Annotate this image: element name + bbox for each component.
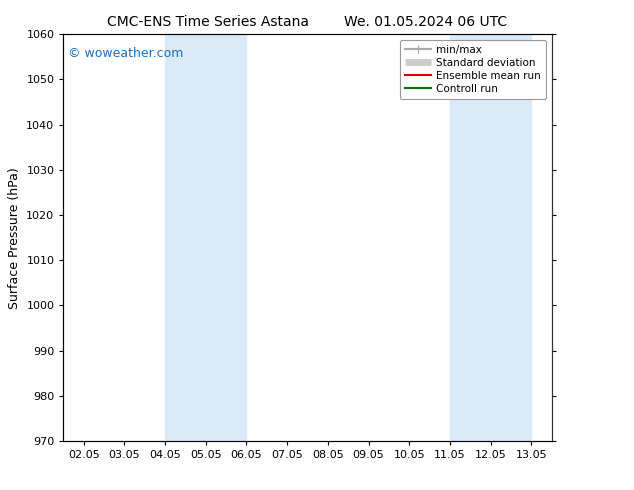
Bar (450, 34, 531, 441)
Y-axis label: Surface Pressure (hPa): Surface Pressure (hPa) (8, 167, 21, 309)
Text: © woweather.com: © woweather.com (68, 47, 184, 59)
Title: CMC-ENS Time Series Astana        We. 01.05.2024 06 UTC: CMC-ENS Time Series Astana We. 01.05.202… (107, 15, 508, 29)
Legend: min/max, Standard deviation, Ensemble mean run, Controll run: min/max, Standard deviation, Ensemble me… (400, 40, 547, 99)
Bar (165, 34, 247, 441)
